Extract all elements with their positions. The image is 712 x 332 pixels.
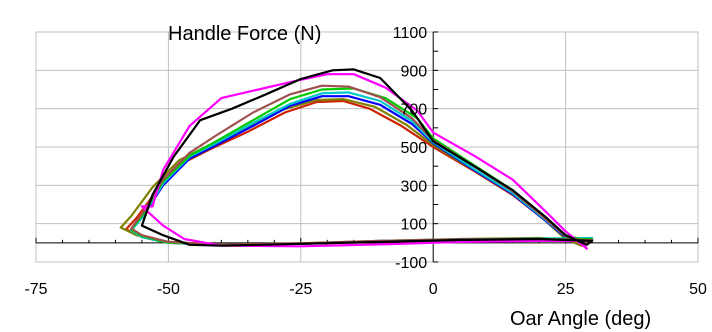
x-tick-label: -50: [157, 281, 180, 298]
series-line-8: [140, 68, 594, 247]
grid: [35, 31, 699, 263]
x-tick-label: 50: [689, 281, 707, 298]
tick-labels: -75 -50 -25 0 25 50 -100 100 300 500 700 900 1100: [24, 25, 707, 298]
y-tick-label: 700: [400, 102, 427, 119]
y-tick-label: 900: [400, 63, 427, 80]
plot-frame: [35, 31, 699, 263]
x-tick-label: -25: [289, 281, 312, 298]
x-tick-label: 0: [429, 281, 438, 298]
y-tick-label: 500: [400, 140, 427, 157]
x-tick-label: -75: [24, 281, 47, 298]
x-axis-title: Oar Angle (deg): [510, 308, 651, 330]
y-tick-label: 100: [400, 217, 427, 234]
y-axis-title: Handle Force (N): [168, 23, 321, 45]
y-tick-label: 1100: [393, 25, 428, 42]
y-tick-label: -100: [395, 255, 427, 272]
x-tick-label: 25: [557, 281, 575, 298]
series-layer: [119, 68, 594, 250]
y-tick-label: 300: [400, 178, 427, 195]
